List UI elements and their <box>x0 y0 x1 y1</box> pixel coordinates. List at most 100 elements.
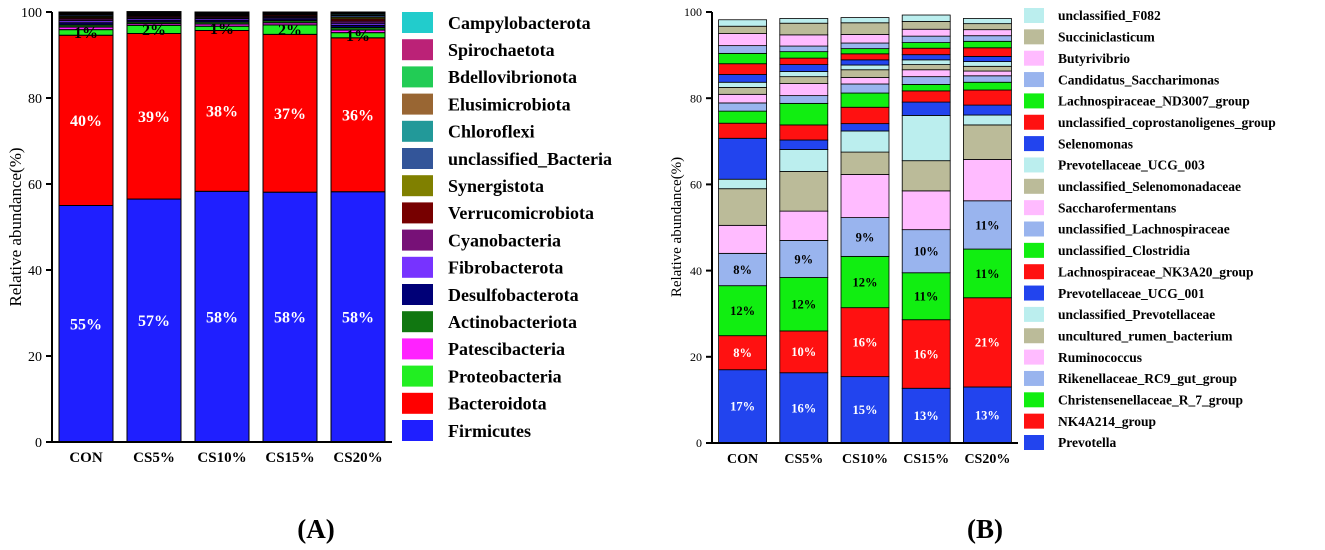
panel-b-legend-swatch-uncultured-rumen-bacterium <box>1024 328 1044 344</box>
panel-b-data-label-cs15pct-prevotella: 13% <box>914 409 939 423</box>
panel-b-legend-label-prevotellaceae-ucg-003: Prevotellaceae_UCG_003 <box>1058 158 1205 173</box>
panel-b-data-label-cs15pct-rikenellaceae-rc9-gut-group: 10% <box>914 245 939 259</box>
panel-a-legend-swatch-cyanobacteria <box>402 229 433 251</box>
panel-a-x-tick-label-con: CON <box>69 450 103 466</box>
panel-b-bar-cs10pct-unclassified-lachnospiraceae <box>840 83 890 94</box>
panel-b-bar-cs10pct-unclassified-prevotellaceae <box>840 130 890 153</box>
panel-b-bar-cs5pct-unclassified-clostridia <box>779 102 829 126</box>
panel-b-bar-con-uncultured-rumen-bacterium <box>718 188 767 226</box>
panel-b-legend-swatch-unclassified-lachnospiraceae <box>1024 221 1044 237</box>
panel-b-legend-label-prevotellaceae-ucg-001: Prevotellaceae_UCG_001 <box>1058 286 1205 301</box>
panel-b-data-label-cs20pct-nk4a214-group: 21% <box>975 336 1000 350</box>
panel-b-bar-cs20pct-unclassified-selenomonadaceae <box>963 65 1012 72</box>
panel-b-x-tick-label-con: CON <box>727 452 758 467</box>
panel-b-legend-swatch-lachnospiraceae-nd3007-group <box>1024 93 1044 109</box>
panel-a-bar-cs20pct-firmicutes <box>330 191 386 443</box>
panel-a-y-tick-label-60: 60 <box>28 178 42 193</box>
panel-b-legend-label-unclassified-coprostanoligenes-group: unclassified_coprostanoligenes_group <box>1058 115 1276 130</box>
panel-a-data-label-cs10pct-firmicutes: 58% <box>206 309 238 326</box>
panel-b-data-label-con-nk4a214-group: 8% <box>733 346 752 360</box>
panel-b-bar-cs10pct-candidatus-saccharimonas <box>840 42 890 50</box>
panel-b-bar-cs15pct-lachnospiraceae-nk3a20-group <box>901 90 951 103</box>
panel-b-bar-cs10pct-selenomonas <box>840 59 890 66</box>
panel-b-bar-cs15pct-unclassified-clostridia <box>901 84 951 92</box>
panel-b-legend-swatch-candidatus-saccharimonas <box>1024 72 1044 88</box>
panel-b-bar-con-selenomonas <box>718 74 767 83</box>
panel-b-bar-cs15pct-unclassified-selenomonadaceae <box>901 64 951 71</box>
panel-b-bar-cs15pct-uncultured-rumen-bacterium <box>901 160 951 192</box>
panel-b-bar-con-unclassified-selenomonadaceae <box>718 87 767 95</box>
panel-a-legend-label-patescibacteria: Patescibacteria <box>448 339 565 359</box>
panel-b-legend-swatch-unclassified-clostridia <box>1024 242 1044 258</box>
panel-b-legend-swatch-prevotellaceae-ucg-001 <box>1024 285 1044 301</box>
panel-b-bar-cs20pct-unclassified-coprostanoligenes-group <box>963 47 1012 57</box>
panel-b-bar-cs15pct-saccharofermentans <box>901 69 951 78</box>
panel-b-legend-swatch-rikenellaceae-rc9-gut-group <box>1024 370 1044 386</box>
panel-b-plot-area: 17% 8% 12% 8% 16% 10% 12% 9% 15% 16% 12% 9% 13% 16% 11… <box>718 14 1012 444</box>
panel-b-bar-cs5pct-ruminococcus <box>779 210 829 241</box>
panel-a-legend-swatch-spirochaetota <box>402 39 433 61</box>
panel-b-bar-cs15pct-christensenellaceae-r-7-group <box>901 272 951 321</box>
panel-b-bar-cs15pct-butyrivibrio <box>901 28 951 37</box>
panel-b-bar-cs15pct-selenomonas <box>901 54 951 61</box>
panel-b-bar-cs20pct-unclassified-f082 <box>963 18 1012 25</box>
panel-b-bar-con-saccharofermentans <box>718 93 767 104</box>
panel-b-bar-cs15pct-unclassified-f082 <box>901 14 951 22</box>
panel-b-bar-cs5pct-prevotellaceae-ucg-001 <box>779 139 829 150</box>
panel-b-legend-label-lachnospiraceae-nk3a20-group: Lachnospiraceae_NK3A20_group <box>1058 264 1254 279</box>
panel-b-bar-cs5pct-prevotella <box>779 372 829 444</box>
panel-b-bar-cs20pct-saccharofermentans <box>963 70 1012 77</box>
panel-a-legend-swatch-campylobacterota <box>402 12 433 33</box>
panel-b-legend-label-ruminococcus: Ruminococcus <box>1058 350 1142 365</box>
panel-b-bar-cs20pct-lachnospiraceae-nd3007-group <box>963 40 1012 49</box>
panel-a-legend-label-campylobacterota: Campylobacterota <box>448 13 591 33</box>
panel-b-bar-cs10pct-prevotella <box>840 376 890 444</box>
panel-b-data-label-cs15pct-christensenellaceae-r-7-group: 11% <box>914 290 938 304</box>
panel-b-bar-cs10pct-saccharofermentans <box>840 77 890 85</box>
panel-b-bar-cs5pct-saccharofermentans <box>779 83 829 97</box>
panel-a-legend-label-verrucomicrobiota: Verrucomicrobiota <box>448 203 594 223</box>
panel-b-bar-cs15pct-prevotella <box>901 387 951 444</box>
panel-b-bar-cs20pct-selenomonas <box>963 55 1012 62</box>
panel-b-bar-cs10pct-uncultured-rumen-bacterium <box>840 151 890 175</box>
panel-b-legend-swatch-selenomonas <box>1024 136 1044 152</box>
panel-a-chart: 55% 40% 1% 57% 39% 2% 58% 38% 1% 58% 37% 2% 58% 36% 1%… <box>6 6 612 544</box>
panel-a-legend: Campylobacterota Spirochaetota Bdellovibri… <box>402 12 612 441</box>
panel-a-bar-cs15pct-firmicutes <box>262 191 318 443</box>
panel-b-bar-cs20pct-prevotellaceae-ucg-001 <box>963 104 1012 116</box>
panel-b-y-axis-title: Relative abundance(%) <box>669 157 685 297</box>
panel-b-legend-label-uncultured-rumen-bacterium: uncultured_rumen_bacterium <box>1058 328 1233 343</box>
panel-a-legend-label-actinobacteriota: Actinobacteriota <box>448 312 577 332</box>
panel-b-bar-cs5pct-unclassified-f082 <box>779 18 829 24</box>
panel-b-data-label-cs10pct-nk4a214-group: 16% <box>853 336 878 350</box>
panel-a-legend-label-fibrobacterota: Fibrobacterota <box>448 258 563 278</box>
panel-a-legend-swatch-desulfobacterota <box>402 284 433 305</box>
panel-a-x-tick-label-cs5pct: CS5% <box>133 450 175 466</box>
panel-b-bar-con-lachnospiraceae-nd3007-group <box>718 52 767 65</box>
panel-a-data-label-cs5pct-proteobacteria: 2% <box>142 22 166 39</box>
panel-a-data-label-cs10pct-bacteroidota: 38% <box>206 104 238 121</box>
panel-b-legend-swatch-christensenellaceae-r-7-group <box>1024 392 1044 408</box>
panel-b-bar-cs10pct-unclassified-selenomonadaceae <box>840 69 890 78</box>
panel-b-bar-cs5pct-rikenellaceae-rc9-gut-group <box>779 240 829 278</box>
panel-a-legend-label-desulfobacterota: Desulfobacterota <box>448 285 579 305</box>
panel-a-data-label-cs20pct-proteobacteria: 1% <box>346 28 370 45</box>
panel-b-bar-cs20pct-unclassified-prevotellaceae <box>963 114 1012 126</box>
panel-b-y-tick-label-100: 100 <box>684 5 702 19</box>
panel-a-legend-label-elusimicrobiota: Elusimicrobiota <box>448 94 571 114</box>
panel-a-data-label-cs20pct-firmicutes: 58% <box>342 309 374 326</box>
panel-b-bar-cs5pct-succiniclasticum <box>779 22 829 36</box>
panel-b-bar-cs15pct-ruminococcus <box>901 190 951 231</box>
panel-b-legend-label-lachnospiraceae-nd3007-group: Lachnospiraceae_ND3007_group <box>1058 94 1250 109</box>
panel-a-data-label-con-bacteroidota: 40% <box>70 113 102 130</box>
panel-b-bar-cs20pct-rikenellaceae-rc9-gut-group <box>963 200 1012 250</box>
panel-b-bar-cs20pct-ruminococcus <box>963 158 1012 202</box>
panel-b-bar-con-prevotellaceae-ucg-003 <box>718 81 767 88</box>
panel-b-bar-con-lachnospiraceae-nk3a20-group <box>718 122 767 139</box>
panel-b-bar-con-succiniclasticum <box>718 25 767 34</box>
panel-b-bar-con-ruminococcus <box>718 224 767 254</box>
panel-b-bar-cs15pct-candidatus-saccharimonas <box>901 35 951 43</box>
panel-b-legend-swatch-succiniclasticum <box>1024 29 1044 45</box>
panel-a-x-tick-label-cs15pct: CS15% <box>265 450 314 466</box>
panel-b-legend-swatch-lachnospiraceae-nk3a20-group <box>1024 264 1044 280</box>
